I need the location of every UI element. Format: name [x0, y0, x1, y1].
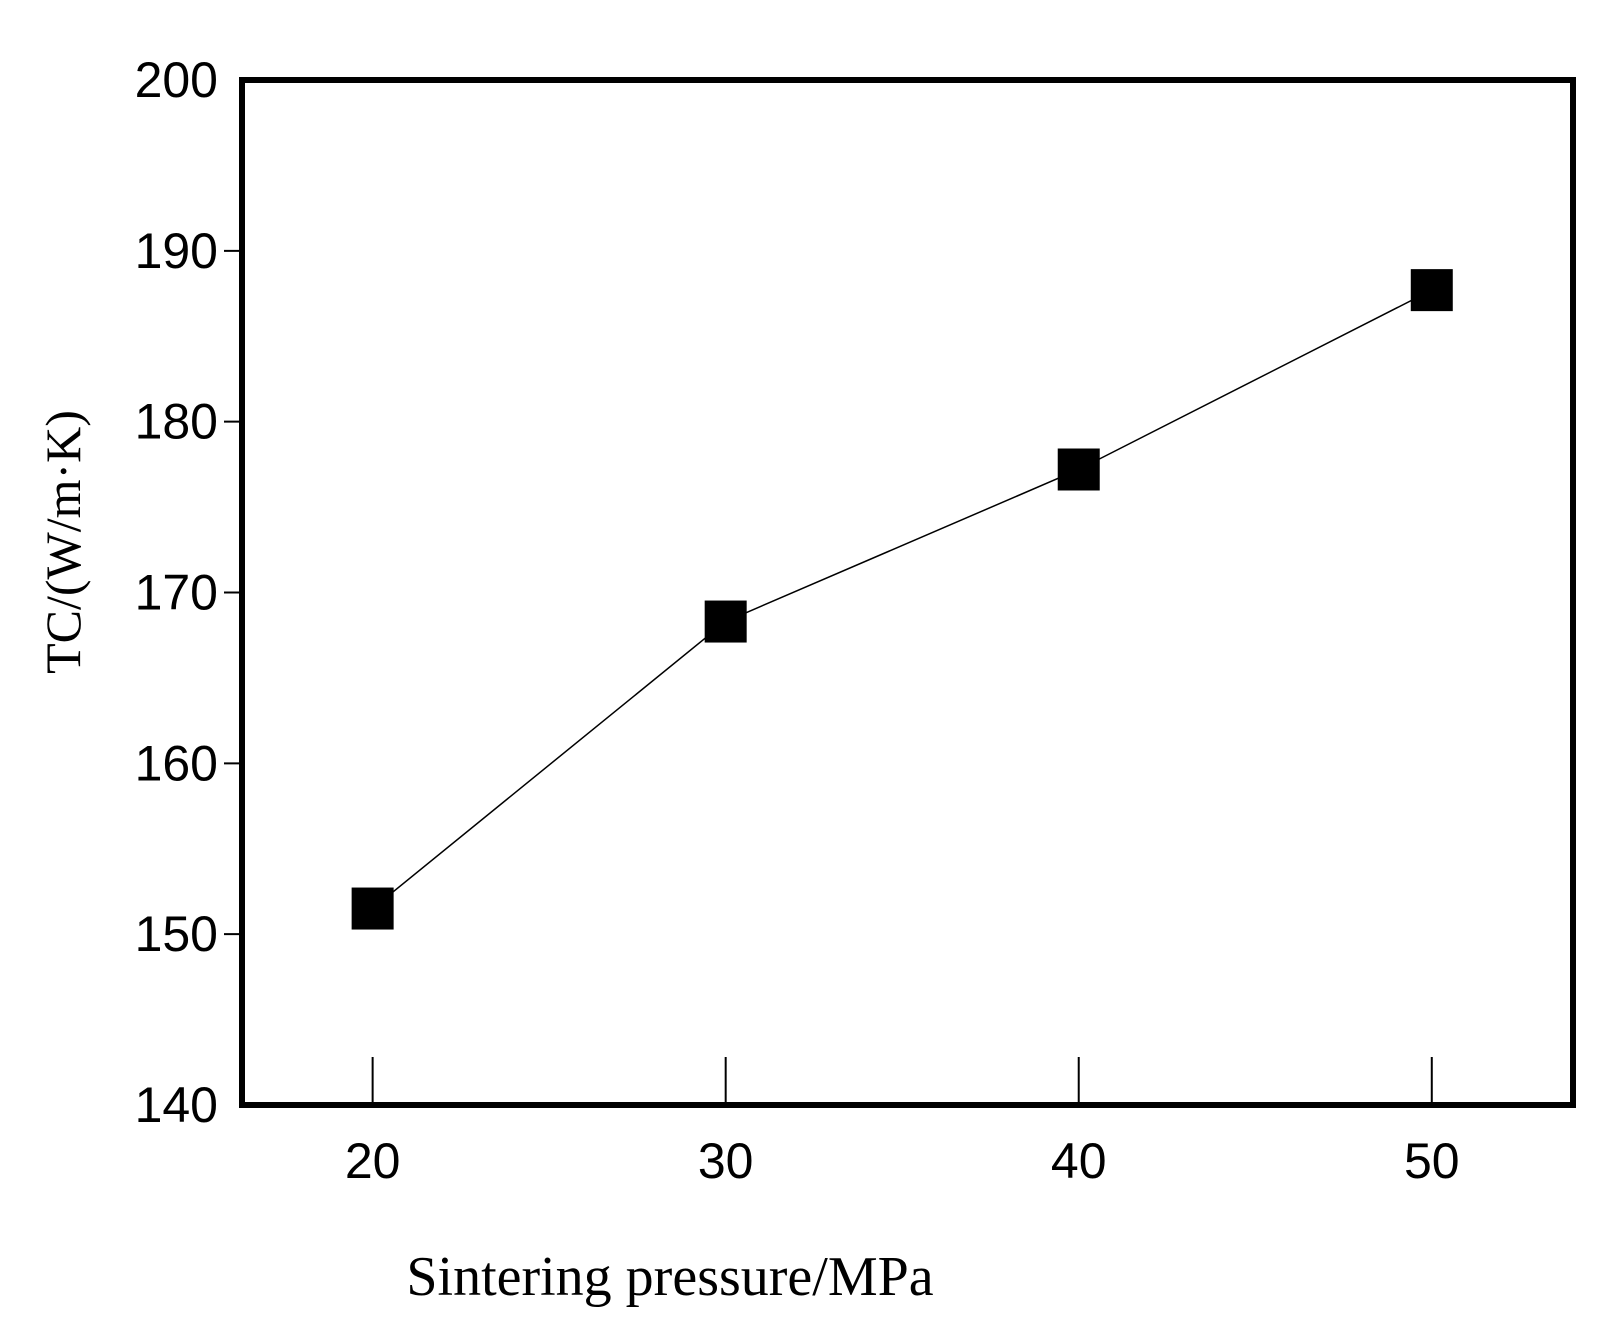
y-tick-label: 200 [135, 52, 218, 108]
y-tick-label: 140 [135, 1077, 218, 1133]
series-line-group [372, 289, 1433, 910]
y-tick-label: 160 [135, 735, 218, 791]
x-tick-label: 30 [698, 1133, 754, 1189]
x-tick-label: 50 [1404, 1133, 1460, 1189]
y-tick-label: 180 [135, 394, 218, 450]
data-point-marker [351, 887, 394, 930]
data-point-marker [1410, 269, 1453, 312]
data-point-marker [1057, 448, 1100, 491]
y-tick-label: 170 [135, 565, 218, 621]
x-tick-label: 40 [1051, 1133, 1107, 1189]
series-markers-group [351, 269, 1453, 930]
data-point-marker [704, 600, 747, 643]
y-tick-label: 190 [135, 223, 218, 279]
x-axis-title: Sintering pressure/MPa [406, 1246, 933, 1308]
y-axis-ticks: 140 150 160 170 180 190 200 [135, 52, 242, 1133]
y-tick-label: 150 [135, 906, 218, 962]
plot-frame [239, 77, 1576, 1108]
series-line [372, 289, 1433, 910]
y-axis-title: TC/(W/m·K) [35, 410, 91, 674]
x-tick-label: 20 [345, 1133, 401, 1189]
x-axis-ticks: 20 30 40 50 [345, 1057, 1460, 1189]
